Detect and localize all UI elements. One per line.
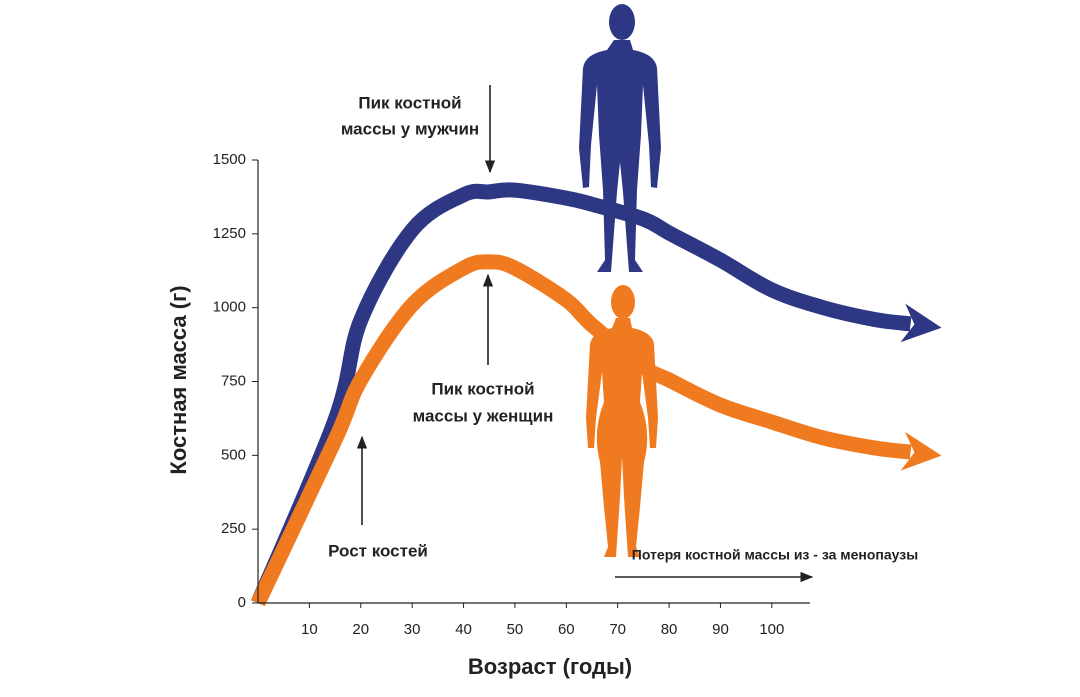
y-tick-label: 750 bbox=[221, 372, 246, 389]
annotation: Пик костной bbox=[431, 379, 534, 398]
female-figure bbox=[586, 285, 658, 557]
x-tick-label: 100 bbox=[759, 621, 784, 638]
x-tick-label: 10 bbox=[301, 621, 318, 638]
annotation: Пик костной bbox=[358, 93, 461, 112]
x-tick-label: 60 bbox=[558, 621, 575, 638]
y-tick-label: 1250 bbox=[213, 225, 246, 242]
x-tick-label: 20 bbox=[352, 621, 369, 638]
y-tick-label: 1500 bbox=[213, 151, 246, 168]
x-tick-label: 30 bbox=[404, 621, 421, 638]
x-tick-label: 50 bbox=[507, 621, 524, 638]
annotation: Потеря костной массы из - за менопаузы bbox=[632, 547, 918, 563]
x-axis-title: Возраст (годы) bbox=[468, 654, 632, 679]
annotation: массы у мужчин bbox=[341, 119, 479, 138]
annotation: массы у женщин bbox=[413, 406, 554, 425]
male-figure bbox=[579, 4, 661, 272]
series-line bbox=[251, 182, 942, 606]
x-tick-label: 90 bbox=[712, 621, 729, 638]
x-tick-label: 40 bbox=[455, 621, 472, 638]
y-tick-label: 250 bbox=[221, 520, 246, 537]
series bbox=[251, 182, 942, 607]
y-tick-label: 0 bbox=[238, 594, 246, 611]
x-tick-label: 70 bbox=[609, 621, 626, 638]
annotation-arrows bbox=[356, 85, 814, 583]
y-tick-label: 1000 bbox=[213, 299, 246, 316]
y-tick-label: 500 bbox=[221, 446, 246, 463]
annotation: Рост костей bbox=[328, 541, 428, 560]
series-line bbox=[251, 254, 942, 607]
y-axis-title: Костная масса (г) bbox=[166, 285, 191, 474]
x-tick-label: 80 bbox=[661, 621, 678, 638]
